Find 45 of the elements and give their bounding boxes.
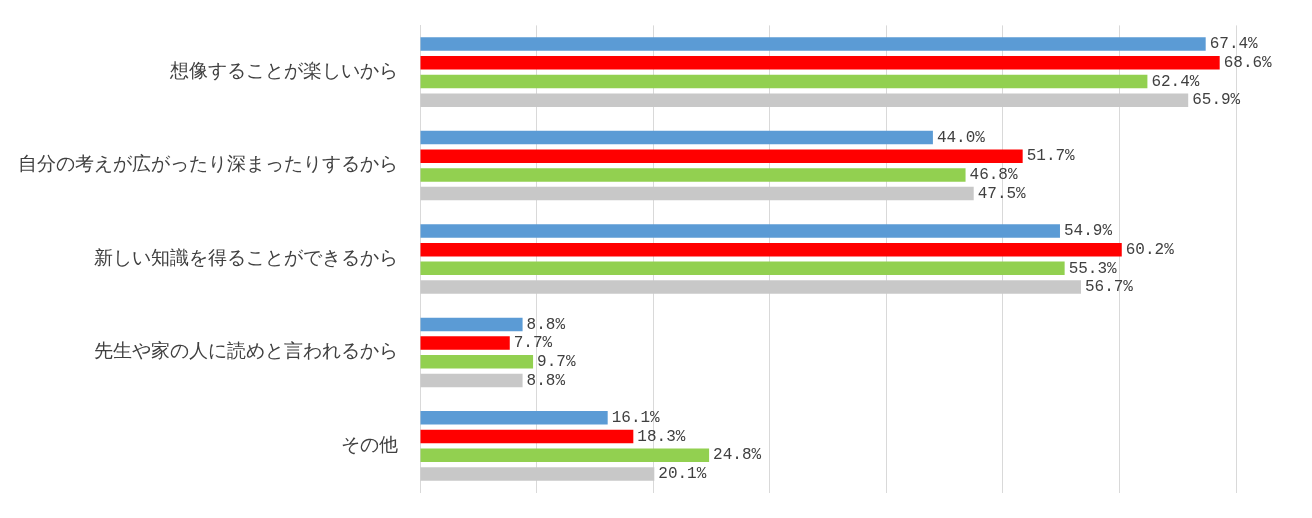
bar <box>420 56 1220 70</box>
bar <box>420 429 634 444</box>
data-label: 46.8% <box>969 166 1018 185</box>
data-label: 55.3% <box>1068 259 1118 278</box>
data-label: 56.7% <box>1084 278 1134 297</box>
bar <box>420 261 1065 276</box>
bar <box>420 74 1148 89</box>
bar <box>420 448 710 462</box>
data-label: 54.9% <box>1063 222 1113 241</box>
data-label: 68.6% <box>1223 54 1273 73</box>
bar <box>420 242 1122 257</box>
data-label: 24.8% <box>713 446 762 465</box>
bar <box>420 280 1081 294</box>
y-tick-label: その他 <box>341 432 398 455</box>
bar <box>420 355 534 369</box>
bar <box>420 37 1206 51</box>
bar <box>420 317 523 332</box>
data-label: 67.4% <box>1209 35 1259 54</box>
bar <box>420 168 966 182</box>
bar <box>420 373 523 388</box>
y-tick-label: 想像することが楽しいから <box>169 59 398 82</box>
data-label: 8.8% <box>526 315 566 334</box>
data-label: 65.9% <box>1192 91 1241 110</box>
bar <box>420 149 1023 163</box>
data-label: 18.3% <box>637 427 686 446</box>
data-label: 47.5% <box>977 184 1027 203</box>
data-label: 44.0% <box>936 128 986 147</box>
y-tick-label: 自分の考えが広がったり深まったりするから <box>18 152 398 175</box>
y-tick-label: 新しい知識を得ることができるから <box>94 245 398 268</box>
bar <box>420 336 510 350</box>
bar <box>420 130 933 145</box>
y-tick-label: 先生や家の人に読めと言われるから <box>94 339 398 362</box>
bar <box>420 224 1060 238</box>
bar <box>420 93 1189 107</box>
data-label: 60.2% <box>1125 240 1175 259</box>
data-label: 9.7% <box>537 353 576 372</box>
data-label: 8.8% <box>526 371 566 390</box>
bar <box>420 186 974 201</box>
data-label: 16.1% <box>611 409 661 428</box>
bar <box>420 411 608 425</box>
data-label: 62.4% <box>1151 72 1200 91</box>
data-label: 51.7% <box>1026 147 1076 166</box>
bar <box>420 467 655 481</box>
data-label: 20.1% <box>658 465 707 484</box>
data-label: 7.7% <box>513 334 553 353</box>
